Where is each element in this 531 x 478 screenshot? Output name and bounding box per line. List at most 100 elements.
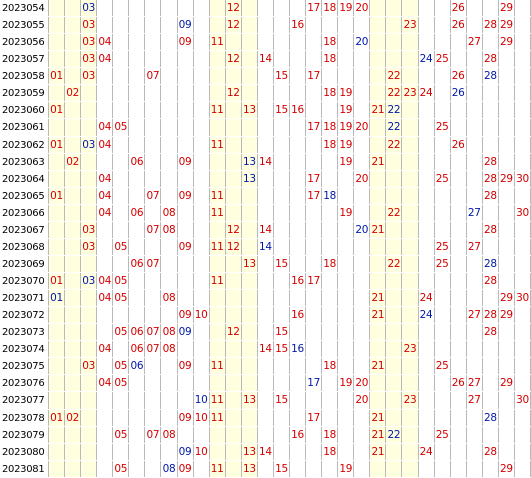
- period-cell: 2023071: [0, 290, 49, 307]
- empty-cell: [241, 358, 258, 375]
- empty-cell: [451, 119, 467, 136]
- empty-cell: [241, 85, 258, 102]
- drawn-number: 18: [322, 255, 339, 272]
- period-cell: 2023077: [0, 392, 49, 409]
- empty-cell: [194, 426, 210, 443]
- empty-cell: [258, 68, 274, 85]
- empty-cell: [113, 255, 130, 272]
- drawn-number: 28: [483, 153, 499, 170]
- empty-cell: [241, 273, 258, 290]
- drawn-number: 04: [97, 204, 114, 221]
- drawn-number: 05: [113, 324, 130, 341]
- empty-cell: [49, 392, 66, 409]
- empty-cell: [241, 341, 258, 358]
- empty-cell: [209, 375, 226, 392]
- empty-cell: [65, 34, 82, 51]
- empty-cell: [435, 375, 451, 392]
- drawn-number: 12: [225, 85, 242, 102]
- drawn-number: 20: [354, 0, 371, 17]
- empty-cell: [178, 102, 194, 119]
- empty-cell: [386, 460, 403, 477]
- empty-cell: [290, 255, 307, 272]
- empty-cell: [419, 273, 435, 290]
- drawn-number: 24: [419, 51, 435, 68]
- empty-cell: [515, 375, 531, 392]
- empty-cell: [225, 187, 242, 204]
- empty-cell: [129, 221, 146, 238]
- drawn-number: 23: [402, 392, 419, 409]
- empty-cell: [435, 409, 451, 426]
- empty-cell: [451, 187, 467, 204]
- drawn-number: 28: [483, 324, 499, 341]
- empty-cell: [338, 358, 355, 375]
- empty-cell: [419, 17, 435, 34]
- empty-cell: [194, 68, 210, 85]
- period-cell: 2023067: [0, 221, 49, 238]
- drawn-number: 01: [49, 290, 66, 307]
- drawn-number: 27: [467, 204, 483, 221]
- drawn-number: 11: [209, 460, 226, 477]
- drawn-number: 01: [49, 102, 66, 119]
- empty-cell: [515, 187, 531, 204]
- drawn-number: 16: [290, 307, 307, 324]
- empty-cell: [435, 153, 451, 170]
- drawn-number: 13: [241, 102, 258, 119]
- empty-cell: [194, 221, 210, 238]
- drawn-number: 28: [483, 187, 499, 204]
- empty-cell: [402, 170, 419, 187]
- empty-cell: [451, 324, 467, 341]
- empty-cell: [451, 34, 467, 51]
- empty-cell: [499, 153, 515, 170]
- drawn-number: 17: [306, 375, 323, 392]
- drawn-number: 08: [161, 341, 178, 358]
- drawn-number: 03: [81, 273, 98, 290]
- drawn-number: 28: [483, 51, 499, 68]
- empty-cell: [419, 392, 435, 409]
- drawn-number: 09: [178, 409, 194, 426]
- drawn-number: 29: [499, 290, 515, 307]
- empty-cell: [145, 34, 162, 51]
- empty-cell: [81, 153, 98, 170]
- empty-cell: [338, 307, 355, 324]
- empty-cell: [65, 17, 82, 34]
- empty-cell: [338, 324, 355, 341]
- empty-cell: [290, 460, 307, 477]
- empty-cell: [194, 290, 210, 307]
- empty-cell: [129, 0, 146, 17]
- empty-cell: [241, 136, 258, 153]
- empty-cell: [145, 170, 162, 187]
- empty-cell: [354, 273, 371, 290]
- drawn-number: 07: [145, 426, 162, 443]
- drawn-number: 19: [338, 460, 355, 477]
- drawn-number: 24: [419, 290, 435, 307]
- empty-cell: [97, 102, 114, 119]
- drawn-number: 21: [370, 358, 387, 375]
- empty-cell: [81, 426, 98, 443]
- empty-cell: [306, 358, 323, 375]
- empty-cell: [338, 51, 355, 68]
- empty-cell: [370, 0, 387, 17]
- empty-cell: [306, 324, 323, 341]
- period-cell: 2023080: [0, 443, 49, 460]
- drawn-number: 03: [81, 17, 98, 34]
- drawn-number: 04: [97, 341, 114, 358]
- drawn-number: 07: [145, 221, 162, 238]
- empty-cell: [49, 170, 66, 187]
- empty-cell: [65, 204, 82, 221]
- drawn-number: 04: [97, 51, 114, 68]
- empty-cell: [483, 290, 499, 307]
- empty-cell: [467, 255, 483, 272]
- empty-cell: [65, 51, 82, 68]
- empty-cell: [322, 153, 339, 170]
- empty-cell: [483, 136, 499, 153]
- drawn-number: 03: [81, 51, 98, 68]
- drawn-number: 29: [499, 460, 515, 477]
- empty-cell: [370, 375, 387, 392]
- empty-cell: [402, 409, 419, 426]
- empty-cell: [178, 290, 194, 307]
- empty-cell: [419, 0, 435, 17]
- empty-cell: [515, 34, 531, 51]
- empty-cell: [49, 307, 66, 324]
- empty-cell: [402, 68, 419, 85]
- empty-cell: [225, 34, 242, 51]
